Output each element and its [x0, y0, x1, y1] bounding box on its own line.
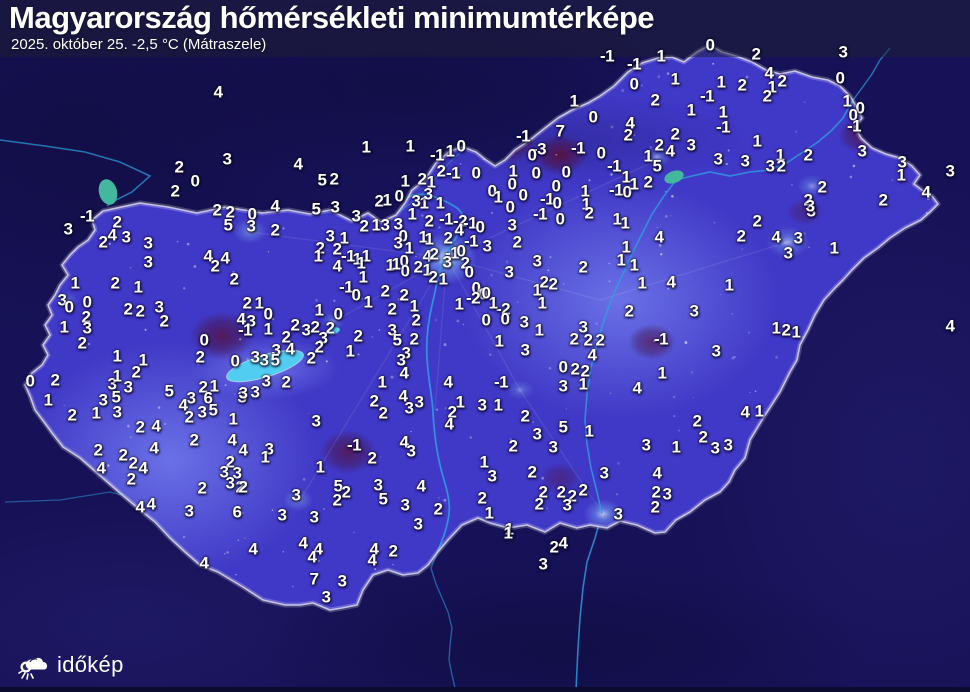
river-tisza-south: [575, 513, 603, 691]
page-subtitle: 2025. október 25. -2,5 °C (Mátraszele): [11, 36, 267, 53]
lake-velence: [326, 327, 340, 335]
river-ipoly: [397, 149, 464, 214]
idokep-logo: időkép: [16, 650, 124, 680]
lake-balaton: [226, 349, 304, 383]
lake-tisza: [664, 170, 684, 184]
header-band: [0, 0, 970, 57]
country-border: [24, 44, 939, 611]
lake-ferto: [98, 179, 118, 205]
river-tisza: [584, 99, 854, 515]
page-title: Magyarország hőmérsékleti minimumtérképe: [9, 0, 655, 35]
terrain-south: [260, 560, 860, 692]
bottom-bar: [0, 687, 970, 692]
cloud-sun-icon: [16, 650, 50, 680]
road-lines: [249, 159, 789, 515]
logo-text: időkép: [57, 652, 124, 677]
river-danube-south: [430, 552, 457, 692]
